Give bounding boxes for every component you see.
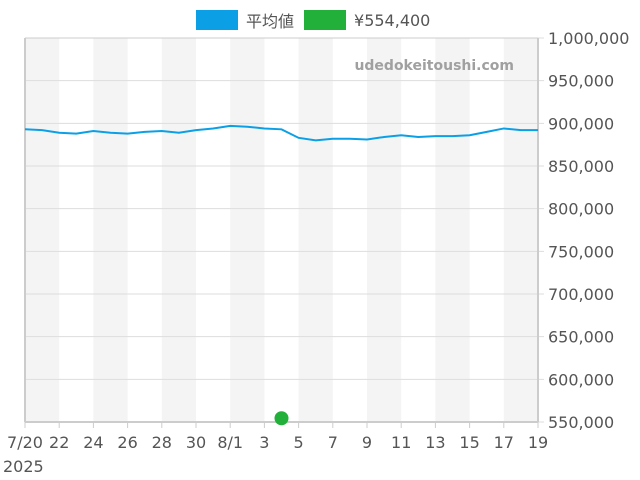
- y-tick-label: 950,000: [548, 72, 614, 91]
- x-tick-label: 5: [294, 433, 304, 452]
- x-tick-label: 7: [328, 433, 338, 452]
- x-tick-label: 3: [259, 433, 269, 452]
- y-tick-label: 900,000: [548, 114, 614, 133]
- x-tick-label: 8/1: [217, 433, 243, 452]
- x-tick-label: 15: [459, 433, 479, 452]
- axes: [24, 37, 539, 428]
- chart-legend: 平均値 ¥554,400: [196, 8, 440, 32]
- stripe: [298, 38, 333, 422]
- stripe: [230, 38, 265, 422]
- x-tick-label: 19: [528, 433, 548, 452]
- price-point[interactable]: [274, 411, 289, 426]
- stripe: [161, 38, 196, 422]
- y-tick-label: 550,000: [548, 413, 614, 432]
- stripe: [503, 38, 538, 422]
- legend-label-average: 平均値: [246, 12, 295, 31]
- x-axis-labels: 7/20 22 24 26 28 30 8/1 3 5 7 9 11 13 15 17 19 2025: [3, 433, 548, 476]
- x-tick-label: 28: [152, 433, 172, 452]
- y-tick-label: 800,000: [548, 200, 614, 219]
- x-tick-label: 13: [425, 433, 445, 452]
- y-tick-label: 1,000,000: [548, 29, 629, 48]
- x-tick-label: 17: [494, 433, 514, 452]
- x-tick-label: 9: [362, 433, 372, 452]
- x-tick-label: 7/20: [7, 433, 43, 452]
- legend-item-average[interactable]: 平均値: [196, 8, 294, 32]
- y-tick-label: 600,000: [548, 370, 614, 389]
- watermark: udedokeitoushi.com: [354, 58, 514, 74]
- price-points: [274, 411, 289, 426]
- legend-swatch-average: [196, 10, 238, 30]
- x-tick-label: 22: [49, 433, 69, 452]
- y-tick-label: 850,000: [548, 157, 614, 176]
- x-year-label: 2025: [3, 457, 44, 476]
- x-tick-label: 30: [186, 433, 206, 452]
- stripe: [367, 38, 402, 422]
- legend-item-price[interactable]: ¥554,400: [304, 10, 430, 30]
- y-tick-label: 750,000: [548, 242, 614, 261]
- y-tick-label: 700,000: [548, 285, 614, 304]
- legend-label-price: ¥554,400: [354, 10, 431, 30]
- background-stripes: [25, 38, 538, 422]
- x-tick-label: 26: [117, 433, 137, 452]
- x-tick-label: 11: [391, 433, 411, 452]
- stripe: [435, 38, 470, 422]
- stripe: [93, 38, 128, 422]
- average-price-line: [24, 124, 538, 142]
- y-axis-labels: 550,000 600,000 650,000 700,000 750,000 800,0…: [548, 29, 629, 432]
- stripe: [25, 38, 60, 422]
- legend-swatch-price: [304, 10, 347, 30]
- x-tick-label: 24: [83, 433, 103, 452]
- y-tick-label: 650,000: [548, 328, 614, 347]
